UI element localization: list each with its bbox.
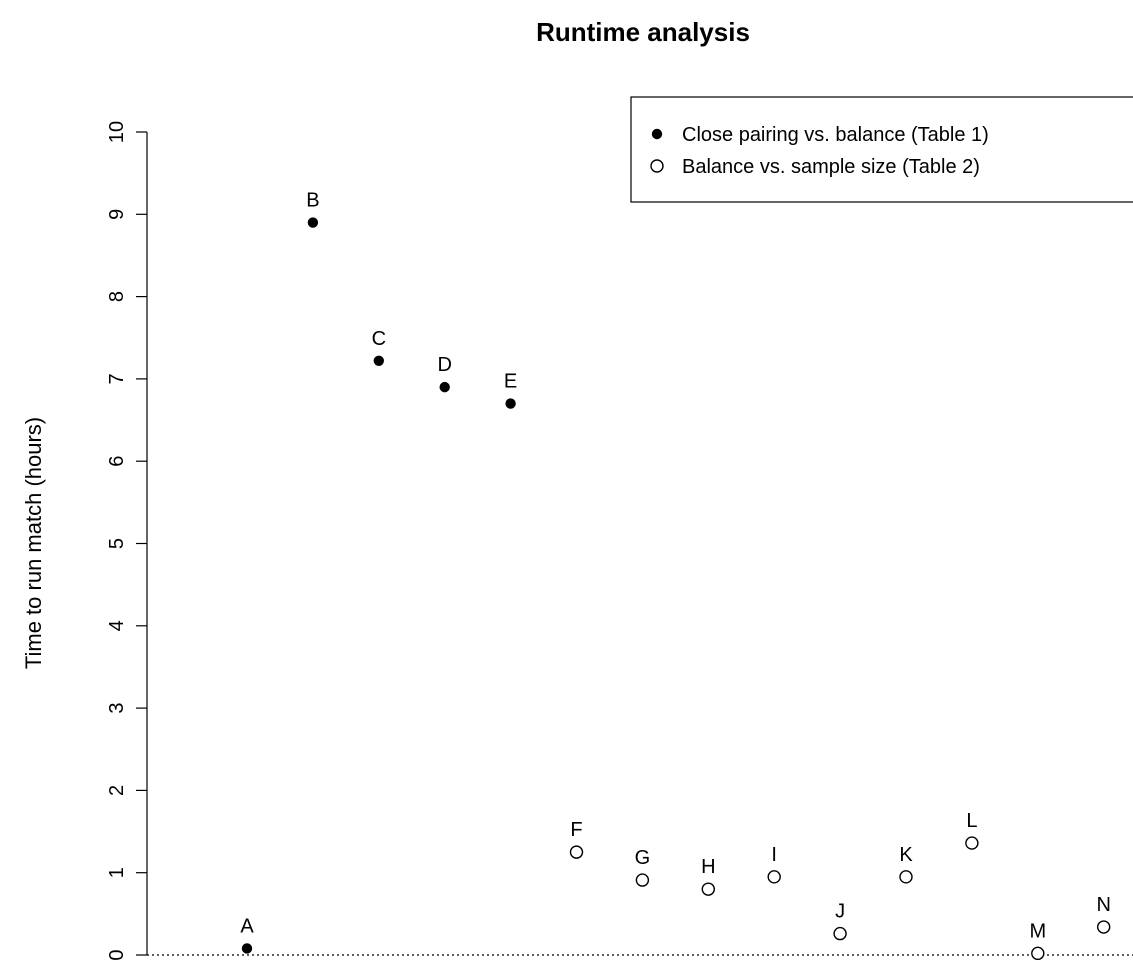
point-label-g: G	[635, 847, 651, 869]
y-tick-label: 8	[106, 291, 128, 302]
y-tick-label: 9	[106, 209, 128, 220]
point-label-i: I	[771, 844, 777, 866]
y-tick-label: 10	[106, 121, 128, 143]
data-point-a	[241, 943, 253, 954]
point-label-j: J	[835, 901, 845, 923]
chart-title: Runtime analysis	[536, 17, 750, 47]
point-label-n: N	[1096, 894, 1110, 916]
point-label-f: F	[570, 819, 582, 841]
data-point-b	[307, 217, 319, 228]
data-point-d	[439, 381, 450, 393]
legend-entry-table-2: Balance vs. sample size (Table 2)	[682, 156, 980, 178]
data-points: A B C D E F G H I J K L M N	[240, 190, 1111, 961]
y-tick-label: 7	[106, 373, 128, 384]
data-point-f	[569, 845, 584, 859]
legend-box	[630, 96, 1133, 203]
legend-marker-open	[650, 159, 664, 173]
point-label-h: H	[701, 856, 715, 878]
data-point-h	[701, 882, 715, 896]
y-tick-label: 0	[106, 949, 128, 960]
point-label-a: A	[240, 915, 254, 937]
data-point-e	[505, 398, 516, 409]
y-axis-label: Time to run match (hours)	[21, 417, 46, 669]
y-axis: 0 1 2 3 4 5 6 7 8 9 10	[106, 121, 148, 961]
point-label-c: C	[372, 328, 386, 350]
y-tick-label: 2	[106, 785, 128, 796]
legend: Close pairing vs. balance (Table 1) Bala…	[630, 96, 1133, 203]
y-tick-label: 1	[106, 867, 128, 878]
y-tick-label: 5	[106, 538, 128, 549]
y-tick-label: 4	[106, 620, 128, 631]
y-tick-label: 6	[106, 456, 128, 467]
data-point-c	[373, 355, 384, 366]
point-label-m: M	[1029, 920, 1046, 942]
point-label-d: D	[437, 354, 451, 376]
data-point-n	[1096, 920, 1111, 934]
legend-marker-filled	[651, 128, 663, 140]
data-point-i	[767, 870, 781, 884]
point-label-k: K	[899, 844, 913, 866]
data-point-g	[635, 873, 650, 887]
y-tick-label: 3	[106, 703, 128, 714]
point-label-e: E	[504, 371, 517, 393]
data-point-l	[965, 836, 979, 850]
point-label-l: L	[966, 810, 977, 832]
point-label-b: B	[306, 190, 319, 212]
legend-entry-table-1: Close pairing vs. balance (Table 1)	[682, 124, 989, 146]
data-point-m	[1031, 946, 1045, 961]
data-point-j	[833, 926, 847, 941]
data-point-k	[899, 870, 913, 884]
